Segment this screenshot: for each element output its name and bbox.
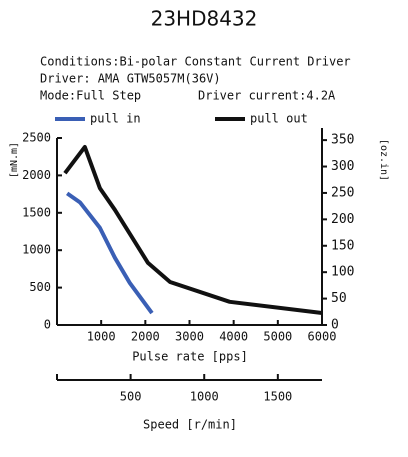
y2-tick-label: 300 bbox=[331, 159, 354, 174]
y-tick-label: 2500 bbox=[22, 131, 51, 145]
y-tick-label: 0 bbox=[44, 318, 51, 332]
condition: Driver: AMA GTW5057M(36V) bbox=[40, 72, 221, 86]
line bbox=[63, 144, 323, 316]
x-tick-label: 5000 bbox=[263, 330, 292, 344]
condition: Driver current:4.2A bbox=[198, 89, 336, 103]
x-tick-label: 2000 bbox=[131, 330, 160, 344]
y2-tick-label: 150 bbox=[331, 238, 354, 253]
y2-tick-label: 50 bbox=[331, 291, 347, 306]
chart-title: 23HD8432 bbox=[151, 7, 258, 31]
y-axis-label: [mN.m] bbox=[9, 142, 20, 178]
x-tick-label: 3000 bbox=[175, 330, 204, 344]
x2-tick-label: 500 bbox=[120, 390, 142, 404]
x2-tick-label: 1500 bbox=[263, 390, 292, 404]
y2-tick-label: 200 bbox=[331, 212, 354, 227]
y2-tick-label: 350 bbox=[331, 133, 354, 148]
legend-label: pull out bbox=[250, 112, 308, 126]
x2-tick-label: 1000 bbox=[190, 390, 219, 404]
x-tick-label: 6000 bbox=[308, 330, 337, 344]
x-tick-label: 1000 bbox=[87, 330, 116, 344]
y-tick-label: 2000 bbox=[22, 168, 51, 182]
legend-label: pull in bbox=[90, 112, 141, 126]
y2-tick-label: 100 bbox=[331, 265, 354, 280]
condition: Conditions:Bi-polar Constant Current Dri… bbox=[40, 55, 351, 69]
y2-tick-label: 0 bbox=[331, 318, 339, 333]
y-tick-label: 1000 bbox=[22, 243, 51, 257]
condition: Mode:Full Step bbox=[40, 89, 141, 103]
x-tick-label: 4000 bbox=[219, 330, 248, 344]
x2-axis-label: Speed [r/min] bbox=[143, 418, 237, 432]
y-tick-label: 500 bbox=[29, 280, 51, 294]
x-axis-label: Pulse rate [pps] bbox=[132, 350, 248, 364]
y2-axis-label: [oz.in] bbox=[378, 139, 389, 181]
y-tick-label: 1500 bbox=[22, 205, 51, 219]
y2-tick-label: 250 bbox=[331, 185, 354, 200]
line bbox=[66, 191, 154, 315]
